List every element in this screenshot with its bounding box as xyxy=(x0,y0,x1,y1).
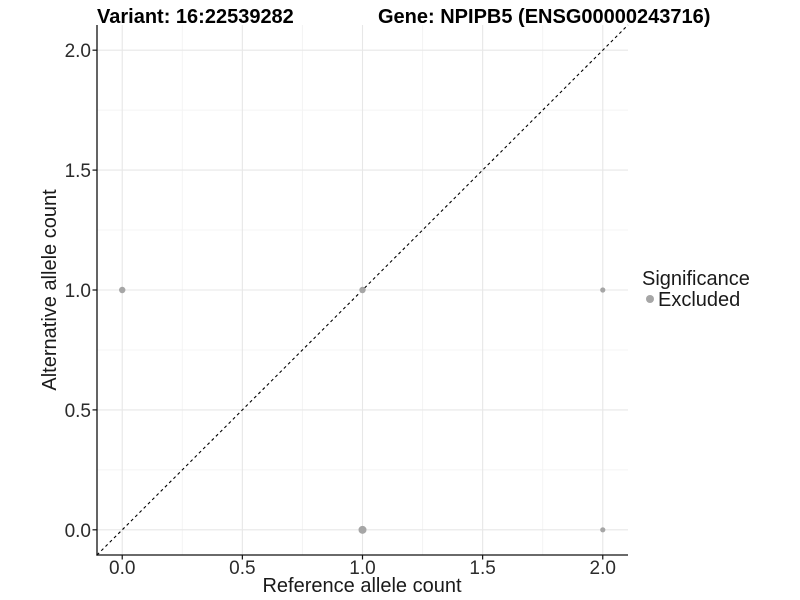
data-point xyxy=(359,286,366,294)
x-tick-label: 0.0 xyxy=(109,558,135,579)
data-points xyxy=(119,286,606,534)
plot-title-gene: Gene: NPIPB5 (ENSG00000243716) xyxy=(378,6,710,28)
y-tick-label: 0.5 xyxy=(65,401,91,422)
identity-dashed-line xyxy=(96,24,629,556)
plot-title-variant: Variant: 16:22539282 xyxy=(97,6,294,28)
y-tick-label: 0.0 xyxy=(65,521,91,542)
identity-line xyxy=(96,24,629,556)
legend: Significance Excluded xyxy=(642,268,750,311)
y-axis-ticks xyxy=(92,49,97,531)
x-tick-label: 1.0 xyxy=(349,558,375,579)
legend-key-dot xyxy=(646,295,654,303)
x-axis-ticks xyxy=(121,555,604,560)
data-point xyxy=(358,525,367,534)
x-tick-label: 1.5 xyxy=(469,558,495,579)
legend-item-label: Excluded xyxy=(658,289,740,311)
data-point xyxy=(600,287,606,293)
data-point xyxy=(119,286,126,294)
legend-title: Significance xyxy=(642,268,750,290)
x-axis-title: Reference allele count xyxy=(262,575,461,597)
x-tick-label: 2.0 xyxy=(590,558,616,579)
x-tick-label: 0.5 xyxy=(229,558,255,579)
data-point xyxy=(600,527,606,533)
y-tick-label: 1.0 xyxy=(65,281,91,302)
y-axis-tick-labels: 0.0 0.5 1.0 1.5 2.0 xyxy=(65,41,91,542)
x-axis-tick-labels: 0.0 0.5 1.0 1.5 2.0 xyxy=(109,558,616,579)
y-tick-label: 1.5 xyxy=(65,161,91,182)
y-tick-label: 2.0 xyxy=(65,41,91,62)
y-axis-title: Alternative allele count xyxy=(39,189,61,391)
